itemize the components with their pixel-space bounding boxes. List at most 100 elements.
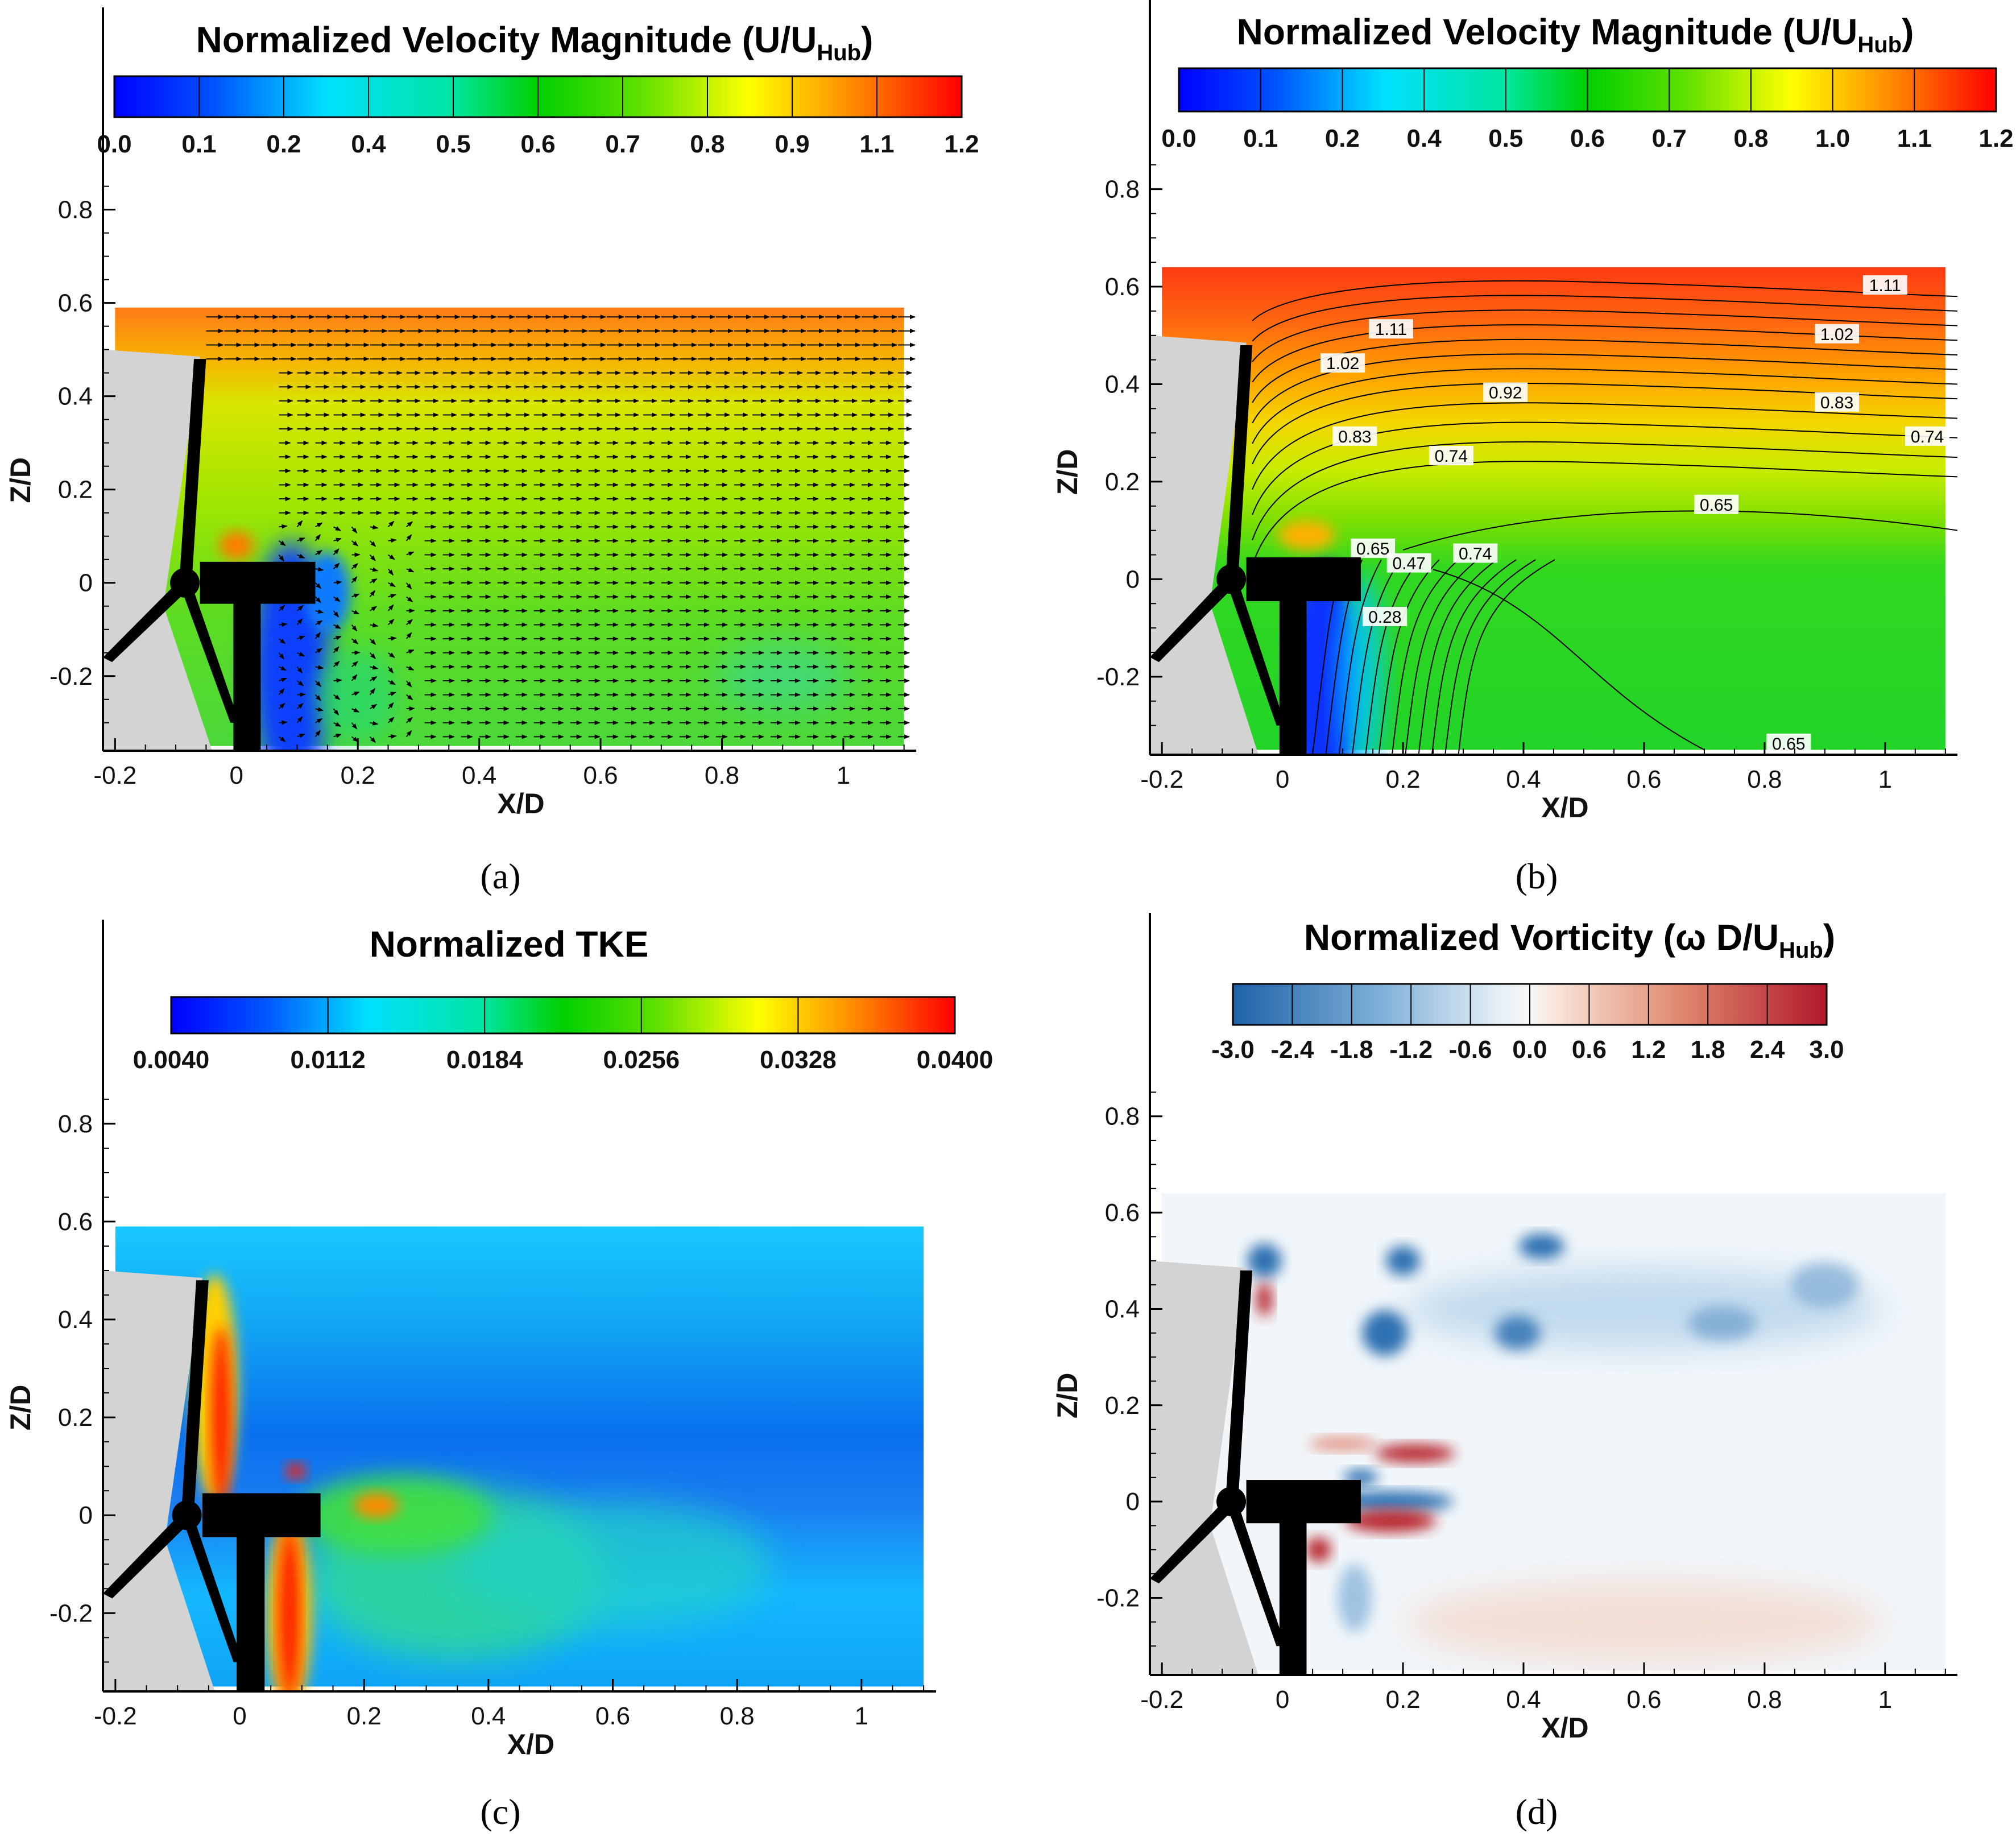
velocity-vector [333,722,341,727]
velocity-vector [333,661,340,668]
velocity-vector [405,632,412,639]
y-tick-label: 0.4 [1105,370,1140,398]
velocity-vector [405,534,412,541]
colorbar-tick-label: 1.2 [944,130,979,158]
velocity-vector [278,652,285,660]
colorbar-tick-label: 0.4 [1407,125,1442,152]
colorbar-tick-label: 0.6 [1570,125,1605,152]
vortex-negative [1790,1262,1859,1308]
colorbar-tick-label: 0.7 [1652,125,1687,152]
shear-positive-upper-halo [1309,1437,1377,1451]
velocity-vector [314,582,322,589]
turbine-blade-lower-right [1227,1500,1286,1646]
panel-title: Normalized TKE [370,924,649,965]
colorbar-tick-label: 1.8 [1691,1036,1725,1064]
x-tick-label: -0.2 [1140,1686,1183,1714]
velocity-vector [406,649,415,654]
colorbar-tick-label: 0.0 [1161,125,1196,152]
x-tick-label: -0.2 [94,1702,137,1730]
colorbar-tick-label: 0.6 [520,130,555,158]
velocity-vector [278,540,286,547]
upstream-wall [1150,1260,1259,1675]
y-tick-label: 0.6 [58,1208,93,1236]
velocity-vector [314,680,321,687]
colorbar-tick-label: 0.0040 [133,1046,210,1074]
positive-vorticity-band [1405,1582,1883,1662]
panel-title: Normalized Velocity Magnitude (U/UHub) [1237,11,1914,57]
tke-far-wake-band [453,1501,772,1627]
velocity-vector [370,578,378,584]
velocity-vector [351,540,359,547]
velocity-vector [405,582,412,590]
contour-line [1444,559,1536,755]
colorbar-tick-label: 1.1 [1897,125,1932,152]
caption-b: (b) [1516,856,1558,896]
contour-line [1252,368,1957,444]
velocity-vector [333,734,342,738]
y-tick-label: -0.2 [1096,663,1140,691]
velocity-vector [369,688,376,696]
contour-label-text: 1.11 [1869,276,1901,295]
velocity-vector [387,568,394,576]
vorticity-field [1162,1193,1945,1670]
velocity-vector [369,606,378,611]
colorbar-tick-label: 0.1 [1243,125,1278,152]
contour-label: 0.65 [1694,494,1739,515]
contour-label: 0.65 [1766,733,1811,754]
velocity-vector [333,548,340,556]
panel-d-vorticity: Normalized Vorticity (ω D/UHub)-3.0 -2.4-… [1052,913,1957,1744]
contour-label: 1.02 [1320,353,1365,373]
shear-positive-upper [1375,1444,1455,1463]
tip-vortex-hot-spot [219,531,254,560]
contour-label-box [1766,733,1811,753]
y-tick-label: 0.2 [58,1404,93,1432]
velocity-vector [370,665,379,670]
x-axis-label: X/D [1541,1712,1588,1744]
velocity-vector [296,520,303,527]
colorbar-tick-label: 3.0 [1809,1036,1844,1064]
colorbar-tick-label: -0.6 [1449,1036,1492,1064]
contour-label-text: 0.65 [1772,735,1805,754]
velocity-vector [296,605,304,611]
velocity-vector [388,594,396,598]
velocity-vector [405,680,412,688]
x-tick-label: 0.4 [462,762,496,789]
y-tick-label: 0 [79,1501,93,1529]
y-tick-label: 0.6 [1105,273,1140,301]
contour-label: 0.28 [1363,606,1408,627]
velocity-vector [279,720,288,725]
contour-line [1352,559,1401,755]
velocity-vector [333,678,342,683]
y-axis-label: Z/D [1052,449,1083,495]
velocity-vector [387,554,395,560]
colorbar-tick-label: 1.2 [1978,125,2013,152]
colorbar-tick-label: 0.5 [436,130,470,158]
y-tick-label: 0.6 [1105,1199,1140,1227]
contour-label: 1.02 [1815,324,1860,344]
turbine-blade-lower-left [103,578,190,663]
turbine-nacelle [1246,1480,1361,1524]
hub-positive-vorticity [1345,1509,1437,1533]
vortex-negative [1518,1234,1564,1259]
velocity-vector [405,596,413,603]
contour-label-text: 0.74 [1435,447,1468,466]
tke-upper-shear-core [210,1326,231,1509]
turbine-blade-lower-right [182,1514,243,1662]
upstream-wall [1150,335,1259,755]
contour-label-box [1332,426,1377,446]
x-tick-label: 0.2 [341,762,375,789]
contour-line [1252,295,1957,342]
y-tick-label: 0.8 [58,1110,93,1138]
velocity-vector [315,609,324,614]
x-axis-label: X/D [1541,792,1588,824]
velocity-vector [278,605,285,611]
x-tick-label: 0 [1276,1686,1289,1714]
velocity-vector [388,680,396,685]
contour-line [1252,338,1957,403]
contour-line [1338,559,1382,755]
colorbar-tick-label: 0.0112 [291,1046,366,1074]
velocity-vector [333,596,341,602]
velocity-vector [406,551,415,556]
colorbar-tick-label: 0.0400 [917,1046,993,1074]
velocity-vector [278,702,285,709]
